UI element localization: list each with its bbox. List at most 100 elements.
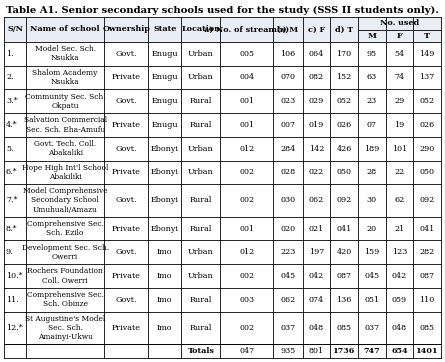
Text: Enugu: Enugu <box>152 50 178 58</box>
Text: Govt.: Govt. <box>116 50 137 58</box>
Text: Urban: Urban <box>188 145 214 153</box>
Text: Govt.: Govt. <box>116 197 137 205</box>
Text: Urban: Urban <box>188 272 214 280</box>
Text: 002: 002 <box>239 272 255 280</box>
Text: 001: 001 <box>239 97 255 105</box>
Text: Govt.: Govt. <box>116 145 137 153</box>
Text: 020: 020 <box>280 224 295 232</box>
Text: 2.: 2. <box>6 73 14 81</box>
Text: 3.*: 3.* <box>6 97 18 105</box>
Text: 19: 19 <box>394 121 405 129</box>
Text: 092: 092 <box>420 197 435 205</box>
Text: 07: 07 <box>367 121 377 129</box>
Text: 005: 005 <box>239 50 255 58</box>
Text: 022: 022 <box>309 168 324 176</box>
Text: Ebonyi: Ebonyi <box>151 224 179 232</box>
Text: 085: 085 <box>420 324 435 332</box>
Text: 20: 20 <box>367 224 377 232</box>
Text: Ownership: Ownership <box>102 25 150 33</box>
Text: 159: 159 <box>364 248 380 256</box>
Text: 030: 030 <box>280 197 295 205</box>
Text: 12.*: 12.* <box>6 324 23 332</box>
Text: 041: 041 <box>336 224 352 232</box>
Text: Development Sec. Sch.
Owerri: Development Sec. Sch. Owerri <box>22 244 109 261</box>
Text: 110: 110 <box>420 296 435 304</box>
Text: 123: 123 <box>392 248 407 256</box>
Text: Enugu: Enugu <box>152 97 178 105</box>
Text: State: State <box>153 25 177 33</box>
Text: 002: 002 <box>239 324 255 332</box>
Text: 085: 085 <box>336 324 352 332</box>
Text: 087: 087 <box>336 272 352 280</box>
Text: 026: 026 <box>420 121 435 129</box>
Text: Comprehensive Sec.
Sch. Obinze: Comprehensive Sec. Sch. Obinze <box>27 291 104 308</box>
Text: 8.*: 8.* <box>6 224 17 232</box>
Text: T: T <box>424 32 430 40</box>
Text: Totals: Totals <box>187 347 214 355</box>
Text: Enugu: Enugu <box>152 121 178 129</box>
Text: 012: 012 <box>239 248 255 256</box>
Text: 1.: 1. <box>6 50 14 58</box>
Text: 74: 74 <box>394 73 405 81</box>
Text: Govt. Tech. Coll.
Abakaliki: Govt. Tech. Coll. Abakaliki <box>34 140 96 157</box>
Text: Govt.: Govt. <box>116 296 137 304</box>
Text: 019: 019 <box>309 121 324 129</box>
Text: 935: 935 <box>280 347 295 355</box>
Text: c) F: c) F <box>308 25 325 33</box>
Text: 001: 001 <box>239 121 255 129</box>
Text: 23: 23 <box>367 97 377 105</box>
Text: Name of school: Name of school <box>30 25 100 33</box>
Text: 106: 106 <box>280 50 295 58</box>
Text: Model Comprehensive
Secondary School
Umuhuali/Amazu: Model Comprehensive Secondary School Umu… <box>23 187 108 214</box>
Text: 092: 092 <box>336 197 352 205</box>
Text: S/N: S/N <box>7 25 23 33</box>
Text: 001: 001 <box>239 224 255 232</box>
Text: 002: 002 <box>239 197 255 205</box>
Text: 5.: 5. <box>6 145 13 153</box>
Text: Imo: Imo <box>157 272 173 280</box>
Text: 29: 29 <box>394 97 405 105</box>
Text: 223: 223 <box>280 248 295 256</box>
Text: 136: 136 <box>336 296 352 304</box>
Text: Urban: Urban <box>188 50 214 58</box>
Text: 087: 087 <box>420 272 435 280</box>
Text: 747: 747 <box>364 347 380 355</box>
Text: 282: 282 <box>420 248 435 256</box>
Text: Private: Private <box>112 168 141 176</box>
Text: 30: 30 <box>367 197 377 205</box>
Text: 021: 021 <box>309 224 324 232</box>
Text: 21: 21 <box>394 224 405 232</box>
Text: 654: 654 <box>391 347 408 355</box>
Text: 149: 149 <box>420 50 435 58</box>
Text: 142: 142 <box>309 145 324 153</box>
Text: 074: 074 <box>309 296 324 304</box>
Text: 11.: 11. <box>6 296 19 304</box>
Text: 048: 048 <box>392 324 407 332</box>
Text: F: F <box>396 32 402 40</box>
Text: 152: 152 <box>336 73 352 81</box>
Text: St Augustine's Model
Sec. Sch.
Amainyi-Ukwu: St Augustine's Model Sec. Sch. Amainyi-U… <box>25 315 105 341</box>
Text: a) No. of stream(s): a) No. of stream(s) <box>204 25 290 33</box>
Text: Rural: Rural <box>190 197 212 205</box>
Text: 62: 62 <box>394 197 405 205</box>
Text: Rochers Foundation
Coll. Owerri: Rochers Foundation Coll. Owerri <box>27 268 103 285</box>
Text: 003: 003 <box>239 296 255 304</box>
Text: 004: 004 <box>239 73 255 81</box>
Text: Ebonyi: Ebonyi <box>151 197 179 205</box>
Text: 284: 284 <box>280 145 295 153</box>
Text: Private: Private <box>112 272 141 280</box>
Text: 420: 420 <box>336 248 352 256</box>
Text: 170: 170 <box>336 50 352 58</box>
Text: Rural: Rural <box>190 296 212 304</box>
Text: Hope High Int'l School
Abakiliki: Hope High Int'l School Abakiliki <box>22 164 108 181</box>
Text: 1401: 1401 <box>416 347 438 355</box>
Text: 002: 002 <box>239 168 255 176</box>
Text: 7.*: 7.* <box>6 197 17 205</box>
Text: Govt.: Govt. <box>116 248 137 256</box>
Text: Urban: Urban <box>188 73 214 81</box>
Text: 801: 801 <box>309 347 324 355</box>
Text: 012: 012 <box>239 145 255 153</box>
Text: Community Sec. Sch.
Okpatu: Community Sec. Sch. Okpatu <box>25 93 105 110</box>
Text: 050: 050 <box>420 168 435 176</box>
Text: 290: 290 <box>420 145 435 153</box>
